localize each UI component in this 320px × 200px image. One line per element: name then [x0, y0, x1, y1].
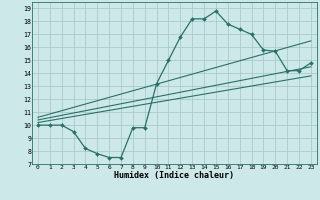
X-axis label: Humidex (Indice chaleur): Humidex (Indice chaleur) — [115, 171, 234, 180]
